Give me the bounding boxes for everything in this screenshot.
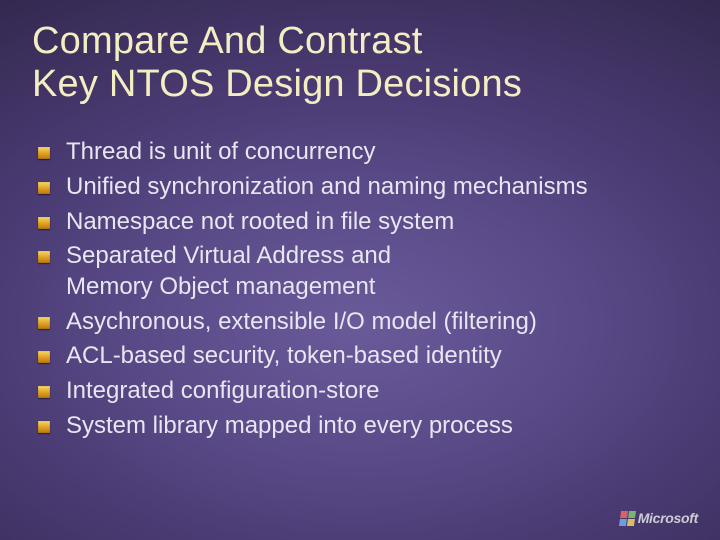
- microsoft-logo: Microsoft: [620, 510, 698, 526]
- list-item: Unified synchronization and naming mecha…: [38, 172, 688, 203]
- flag-red: [620, 511, 628, 518]
- bullet-icon: [38, 317, 50, 329]
- list-item: Thread is unit of concurrency: [38, 137, 688, 168]
- bullet-text: Separated Virtual Address andMemory Obje…: [66, 241, 688, 302]
- bullet-text: Unified synchronization and naming mecha…: [66, 172, 688, 203]
- microsoft-wordmark: Microsoft: [638, 510, 698, 526]
- list-item: Separated Virtual Address andMemory Obje…: [38, 241, 688, 302]
- microsoft-flag-icon: [619, 511, 636, 526]
- bullet-icon: [38, 251, 50, 263]
- slide-title: Compare And Contrast Key NTOS Design Dec…: [32, 20, 688, 105]
- bullet-icon: [38, 351, 50, 363]
- list-item: System library mapped into every process: [38, 411, 688, 442]
- bullet-icon: [38, 147, 50, 159]
- bullet-icon: [38, 386, 50, 398]
- bullet-icon: [38, 217, 50, 229]
- flag-green: [628, 511, 636, 518]
- flag-blue: [619, 519, 627, 526]
- list-item: ACL-based security, token-based identity: [38, 341, 688, 372]
- list-item: Asychronous, extensible I/O model (filte…: [38, 307, 688, 338]
- slide: Compare And Contrast Key NTOS Design Dec…: [0, 0, 720, 540]
- bullet-text: Namespace not rooted in file system: [66, 207, 688, 238]
- title-line-2: Key NTOS Design Decisions: [32, 63, 522, 105]
- bullet-icon: [38, 182, 50, 194]
- bullet-text: Integrated configuration-store: [66, 376, 688, 407]
- bullet-text: Asychronous, extensible I/O model (filte…: [66, 307, 688, 338]
- list-item: Namespace not rooted in file system: [38, 207, 688, 238]
- list-item: Integrated configuration-store: [38, 376, 688, 407]
- bullet-text: Thread is unit of concurrency: [66, 137, 688, 168]
- bullet-text: ACL-based security, token-based identity: [66, 341, 688, 372]
- bullet-list: Thread is unit of concurrency Unified sy…: [32, 137, 688, 441]
- bullet-text: System library mapped into every process: [66, 411, 688, 442]
- bullet-icon: [38, 421, 50, 433]
- flag-yellow: [627, 519, 635, 526]
- title-line-1: Compare And Contrast: [32, 20, 423, 62]
